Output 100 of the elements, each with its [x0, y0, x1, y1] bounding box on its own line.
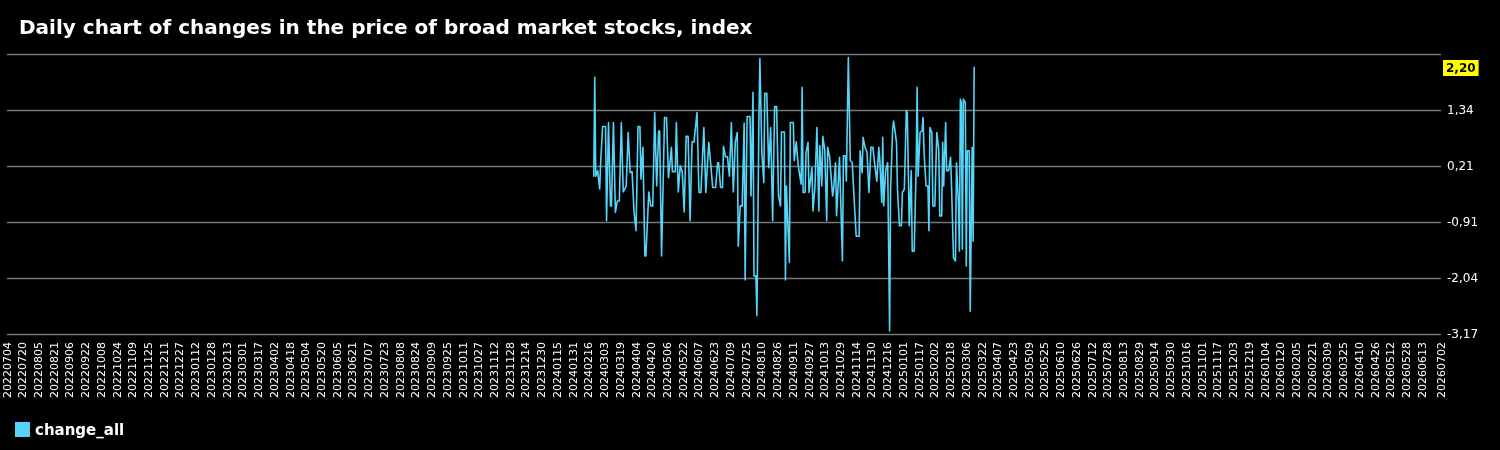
x-tick-label: 20221125: [142, 342, 156, 398]
x-tick-label: 20230112: [189, 342, 203, 398]
x-tick-label: 20251203: [1227, 342, 1241, 398]
x-tick-label: 20240522: [676, 342, 690, 398]
x-tick-label: 20230520: [315, 342, 329, 398]
x-tick-label: 20220821: [47, 342, 61, 398]
x-tick-label: 20251016: [1179, 342, 1193, 398]
x-tick-label: 20230317: [252, 342, 266, 398]
x-tick-label: 20240319: [613, 342, 627, 398]
x-tick-label: 20231128: [503, 342, 517, 398]
x-tick-label: 20240506: [660, 342, 674, 398]
x-tick-label: 20260702: [1434, 342, 1448, 398]
x-tick-label: 20240420: [645, 342, 659, 398]
x-tick-label: 20241029: [833, 342, 847, 398]
x-tick-label: 20230418: [283, 342, 297, 398]
x-tick-label: 20260426: [1368, 342, 1382, 398]
x-tick-label: 20241013: [818, 342, 832, 398]
x-tick-label: 20251219: [1242, 342, 1256, 398]
x-tick-label: 20250728: [1101, 342, 1115, 398]
x-tick-label: 20231230: [535, 342, 549, 398]
x-tick-label: 20250829: [1132, 342, 1146, 398]
x-tick-label: 20221008: [94, 342, 108, 398]
x-tick-label: 20251117: [1211, 342, 1225, 398]
x-tick-label: 20250101: [896, 342, 910, 398]
x-tick-label: 20230723: [377, 342, 391, 398]
x-tick-label: 20230504: [299, 342, 313, 398]
x-tick-label: 20260410: [1352, 342, 1366, 398]
x-tick-label: 20230621: [346, 342, 360, 398]
x-tick-label: 20250117: [912, 342, 926, 398]
x-tick-label: 20241130: [865, 342, 879, 398]
x-tick-label: 20221109: [126, 342, 140, 398]
x-tick-label: 20260325: [1337, 342, 1351, 398]
x-tick-label: 20240131: [566, 342, 580, 398]
legend-label: change_all: [35, 420, 125, 439]
x-tick-label: 20250914: [1148, 342, 1162, 398]
y-tick-label: 1,34: [1447, 103, 1474, 118]
x-tick-label: 20220720: [16, 342, 30, 398]
x-tick-label: 20250407: [991, 342, 1005, 398]
x-tick-label: 20220805: [31, 342, 45, 398]
x-tick-label: 20240911: [786, 342, 800, 398]
x-tick-label: 20250930: [1164, 342, 1178, 398]
x-tick-label: 20231011: [456, 342, 470, 398]
x-tick-label: 20250509: [1022, 342, 1036, 398]
x-tick-label: 20231027: [472, 342, 486, 398]
x-tick-label: 20230301: [236, 342, 250, 398]
y-tick-label: -3,17: [1447, 327, 1479, 341]
x-tick-label: 20250626: [1069, 342, 1083, 398]
x-tick-label: 20230824: [409, 342, 423, 398]
x-tick-label: 20230605: [330, 342, 344, 398]
x-tick-label: 20250610: [1054, 342, 1068, 398]
y-tick-label: -0,91: [1447, 214, 1479, 229]
x-tick-label: 20260221: [1305, 342, 1319, 398]
x-tick-label: 20221211: [157, 342, 171, 398]
x-tick-label: 20240115: [550, 342, 564, 398]
x-tick-label: 20240216: [582, 342, 596, 398]
x-tick-label: 20260528: [1400, 342, 1414, 398]
x-tick-label: 20241114: [849, 342, 863, 398]
x-tick-label: 20250712: [1085, 342, 1099, 398]
y-tick-label: 0,21: [1447, 159, 1474, 174]
x-tick-label: 20240826: [771, 342, 785, 398]
x-tick-label: 20240623: [708, 342, 722, 398]
x-tick-label: 20221024: [110, 342, 124, 398]
x-tick-label: 20250525: [1038, 342, 1052, 398]
x-tick-label: 20221227: [173, 342, 187, 398]
x-tick-label: 20250202: [928, 342, 942, 398]
chart-title: Daily chart of changes in the price of broad market stocks, index: [19, 15, 753, 39]
x-tick-label: 20260205: [1290, 342, 1304, 398]
x-tick-label: 20230402: [267, 342, 281, 398]
x-tick-label: 20220906: [63, 342, 77, 398]
y-tick-label: -2,04: [1447, 270, 1479, 285]
x-tick-label: 20240709: [723, 342, 737, 398]
x-tick-label: 20250306: [959, 342, 973, 398]
x-tick-label: 20220704: [0, 342, 14, 398]
x-tick-label: 20220922: [79, 342, 93, 398]
x-tick-label: 20260104: [1258, 342, 1272, 398]
x-tick-label: 20230707: [362, 342, 376, 398]
x-tick-label: 20260613: [1415, 342, 1429, 398]
x-tick-label: 20260512: [1384, 342, 1398, 398]
x-tick-label: 20230925: [440, 342, 454, 398]
x-tick-label: 20251101: [1195, 342, 1209, 398]
x-tick-label: 20240303: [598, 342, 612, 398]
x-tick-label: 20231112: [488, 342, 501, 398]
x-tick-label: 20240725: [739, 342, 753, 398]
x-tick-label: 20230213: [220, 342, 234, 398]
x-tick-label: 20250218: [944, 342, 958, 398]
line-series: [592, 56, 975, 332]
x-tick-label: 20230909: [425, 342, 439, 398]
x-tick-label: 20240927: [802, 342, 816, 398]
x-tick-label: 20231214: [519, 342, 533, 398]
x-tick-label: 20250423: [1006, 342, 1020, 398]
x-tick-label: 20230128: [204, 342, 218, 398]
x-tick-label: 20250322: [975, 342, 989, 398]
text: 2,20: [1446, 61, 1476, 75]
x-tick-label: 20240404: [629, 342, 643, 398]
x-tick-label: 20250813: [1117, 342, 1131, 398]
x-tick-label: 20240810: [755, 342, 769, 398]
x-tick-label: 20241216: [881, 342, 895, 398]
x-tick-label: 20240607: [692, 342, 706, 398]
x-tick-label: 20260309: [1321, 342, 1335, 398]
x-tick-label: 20230808: [393, 342, 407, 398]
